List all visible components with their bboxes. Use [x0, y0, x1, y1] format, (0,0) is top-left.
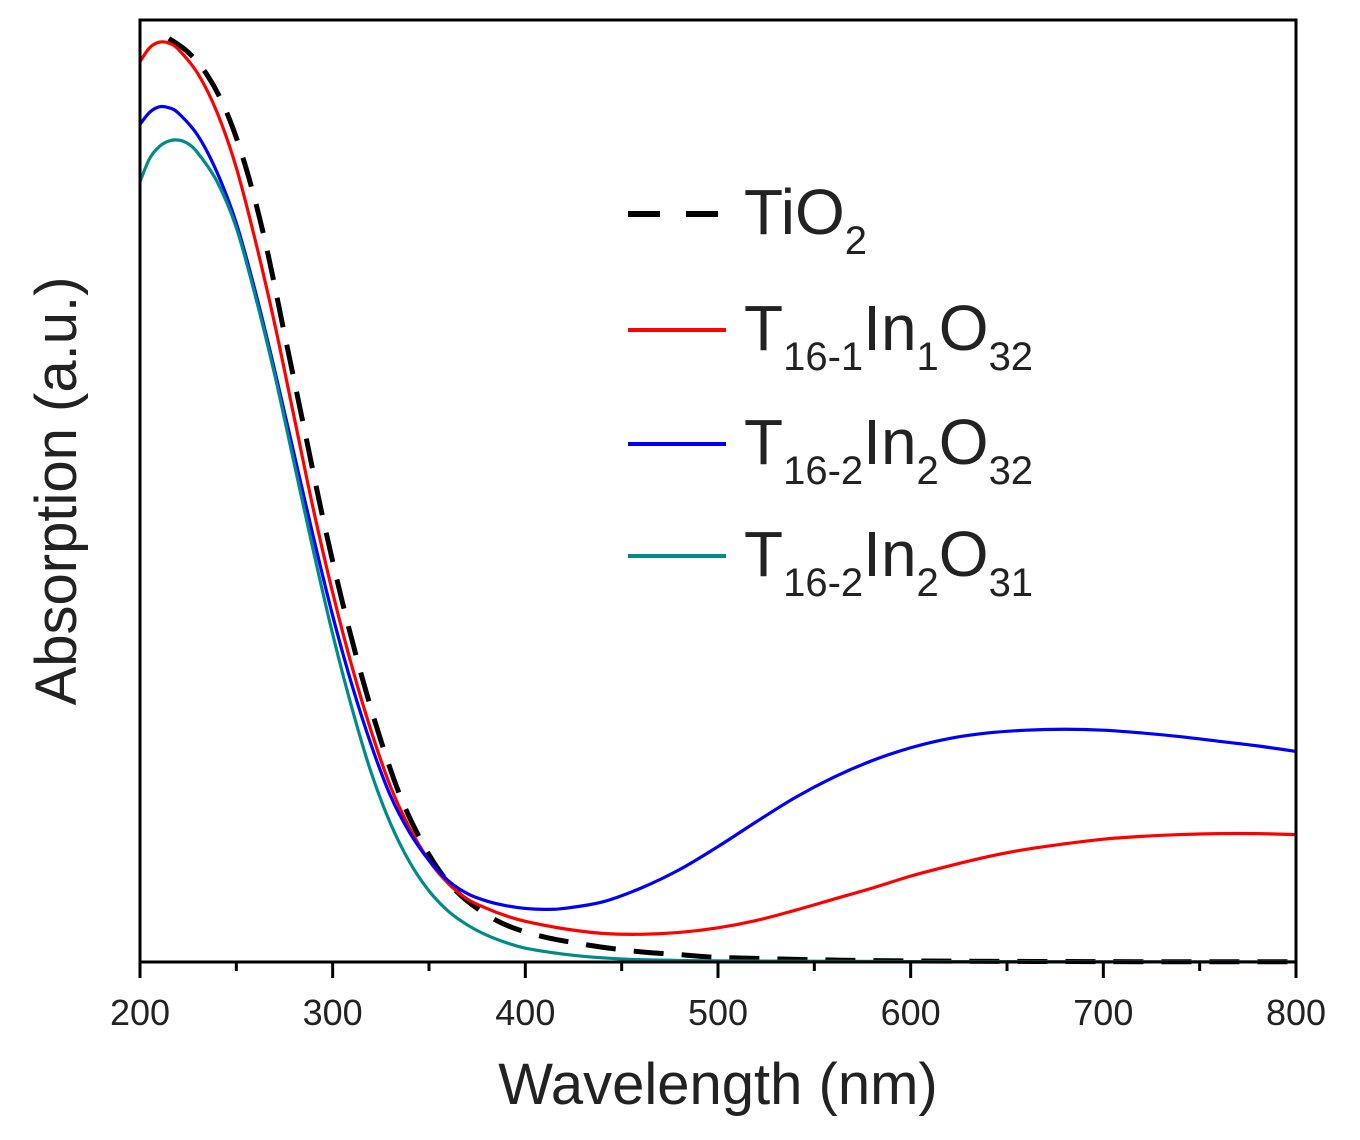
x-tick-label-200: 200: [110, 992, 170, 1033]
ticks-layer: 200 300 400 500 600 700 800: [110, 962, 1326, 1033]
x-tick-label-300: 300: [303, 992, 363, 1033]
legend-label-tio2: TiO2: [744, 176, 867, 263]
x-tick-label-800: 800: [1266, 992, 1326, 1033]
x-tick-label-700: 700: [1073, 992, 1133, 1033]
series-line-t16-1in1o32: [138, 40, 1297, 936]
y-axis-label: Absorption (a.u.): [24, 277, 89, 706]
series-line-t16-2in2o31: [138, 138, 1297, 964]
series-layer: [138, 36, 1297, 965]
x-tick-label-600: 600: [881, 992, 941, 1033]
legend-label-t16-2in2o32: T16-2In2O32: [744, 406, 1033, 493]
x-axis-label: Wavelength (nm): [498, 1052, 937, 1117]
legend: TiO2 T16-1In1O32 T16-2In2O32 T16-2In2O31: [628, 176, 1033, 605]
legend-label-t16-1in1o32: T16-1In1O32: [744, 292, 1033, 379]
x-tick-label-500: 500: [688, 992, 748, 1033]
plot-frame: [138, 18, 1298, 964]
series-line-tio2: [167, 36, 1297, 965]
legend-label-t16-2in2o31: T16-2In2O31: [744, 518, 1033, 605]
x-tick-label-400: 400: [495, 992, 555, 1033]
